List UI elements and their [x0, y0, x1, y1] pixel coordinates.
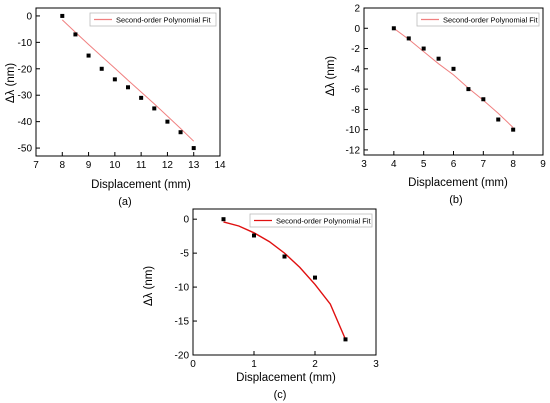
- panel-a-ylabel: Δλ (nm): [5, 63, 17, 103]
- y-tick-label: -6: [351, 85, 360, 96]
- panel-c-ylabel: Δλ (nm): [143, 266, 155, 306]
- x-tick-label: 0: [190, 359, 196, 370]
- data-point: [86, 53, 91, 58]
- data-point: [391, 26, 396, 31]
- y-tick-label: -10: [346, 125, 361, 136]
- data-point: [436, 56, 441, 61]
- panel-b-xlabel: Displacement (mm): [408, 177, 508, 189]
- x-tick-label: 7: [33, 160, 39, 171]
- fit-curve: [393, 27, 514, 128]
- legend-label: Second-order Polynomial Fit: [116, 16, 212, 25]
- legend-box: [89, 12, 217, 27]
- x-tick-label: 13: [188, 160, 200, 171]
- x-tick-label: 1: [251, 359, 257, 370]
- data-point: [421, 46, 426, 51]
- panel-b-ylabel: Δλ (nm): [325, 56, 337, 96]
- y-tick-label: -50: [18, 144, 33, 155]
- y-tick-label: 0: [26, 11, 32, 22]
- legend-label: Second-order Polynomial Fit: [443, 16, 539, 25]
- data-point: [496, 117, 501, 122]
- x-tick-label: 10: [109, 160, 121, 171]
- y-tick-label: -30: [18, 91, 33, 102]
- x-tick-label: 3: [361, 159, 367, 170]
- panel-b: Displacement (mm) Δλ (nm) (b) 3 4 5 6 7 8 9 2 0 -…: [325, 4, 546, 207]
- data-point: [282, 254, 287, 259]
- y-tick-label: -12: [346, 145, 361, 156]
- y-tick-label: -40: [18, 117, 33, 128]
- x-tick-label: 3: [373, 359, 379, 370]
- x-tick-label: 6: [451, 159, 457, 170]
- x-tick-label: 5: [421, 159, 427, 170]
- y-tick-label: -8: [351, 105, 360, 116]
- x-tick-label: 11: [136, 160, 147, 171]
- y-tick-label: 0: [183, 215, 189, 226]
- data-point: [406, 36, 411, 41]
- data-point: [343, 337, 348, 342]
- data-point: [191, 146, 196, 151]
- data-point: [152, 106, 157, 111]
- data-point: [466, 87, 471, 92]
- panel-c: Displacement (mm) Δλ (nm) (c) 0 1 2 3 0 -5 -10…: [143, 208, 379, 401]
- legend-box: [416, 12, 540, 27]
- plot-frame: [192, 208, 377, 356]
- x-tick-label: 2: [312, 359, 318, 370]
- plot-frame: [35, 7, 221, 157]
- data-point: [451, 66, 456, 71]
- data-point: [139, 95, 144, 100]
- fit-curve: [223, 221, 347, 340]
- x-tick-label: 4: [391, 159, 397, 170]
- y-tick-label: -20: [175, 351, 190, 362]
- y-tick-label: -15: [175, 317, 190, 328]
- panel-c-xlabel: Displacement (mm): [236, 372, 336, 384]
- panel-a: Displacement (mm) Δλ (nm) (a) 7 8 9 10 11 12 1…: [5, 7, 226, 208]
- data-point: [60, 13, 65, 18]
- y-tick-label: -2: [351, 44, 360, 55]
- y-tick-label: -20: [18, 64, 33, 75]
- x-tick-label: 9: [86, 160, 92, 171]
- y-tick-label: 2: [354, 4, 360, 15]
- data-point: [511, 127, 516, 132]
- data-point: [112, 77, 117, 82]
- data-point: [481, 97, 486, 102]
- legend-box: [249, 213, 373, 228]
- x-tick-label: 8: [60, 160, 66, 171]
- data-point: [126, 85, 130, 90]
- x-tick-label: 7: [481, 159, 487, 170]
- y-tick-label: -5: [180, 249, 189, 260]
- x-tick-label: 9: [540, 159, 546, 170]
- panel-a-caption: (a): [118, 196, 131, 208]
- y-tick-label: -10: [175, 283, 190, 294]
- data-point: [252, 233, 256, 238]
- x-tick-label: 12: [162, 160, 174, 171]
- plot-frame: [363, 7, 544, 156]
- data-point: [313, 275, 317, 280]
- panel-b-caption: (b): [449, 194, 462, 206]
- x-tick-label: 8: [510, 159, 516, 170]
- panel-c-caption: (c): [274, 389, 287, 401]
- legend-label: Second-order Polynomial Fit: [276, 217, 372, 226]
- x-tick-label: 14: [214, 160, 226, 171]
- data-point: [73, 32, 78, 37]
- data-point: [221, 217, 226, 222]
- data-point: [99, 66, 104, 71]
- data-point: [178, 130, 183, 135]
- fit-curve: [61, 19, 195, 142]
- panel-a-xlabel: Displacement (mm): [91, 179, 191, 191]
- y-tick-label: -10: [18, 38, 33, 49]
- y-tick-label: -4: [351, 64, 360, 75]
- data-point: [165, 119, 170, 124]
- y-tick-label: 0: [354, 24, 360, 35]
